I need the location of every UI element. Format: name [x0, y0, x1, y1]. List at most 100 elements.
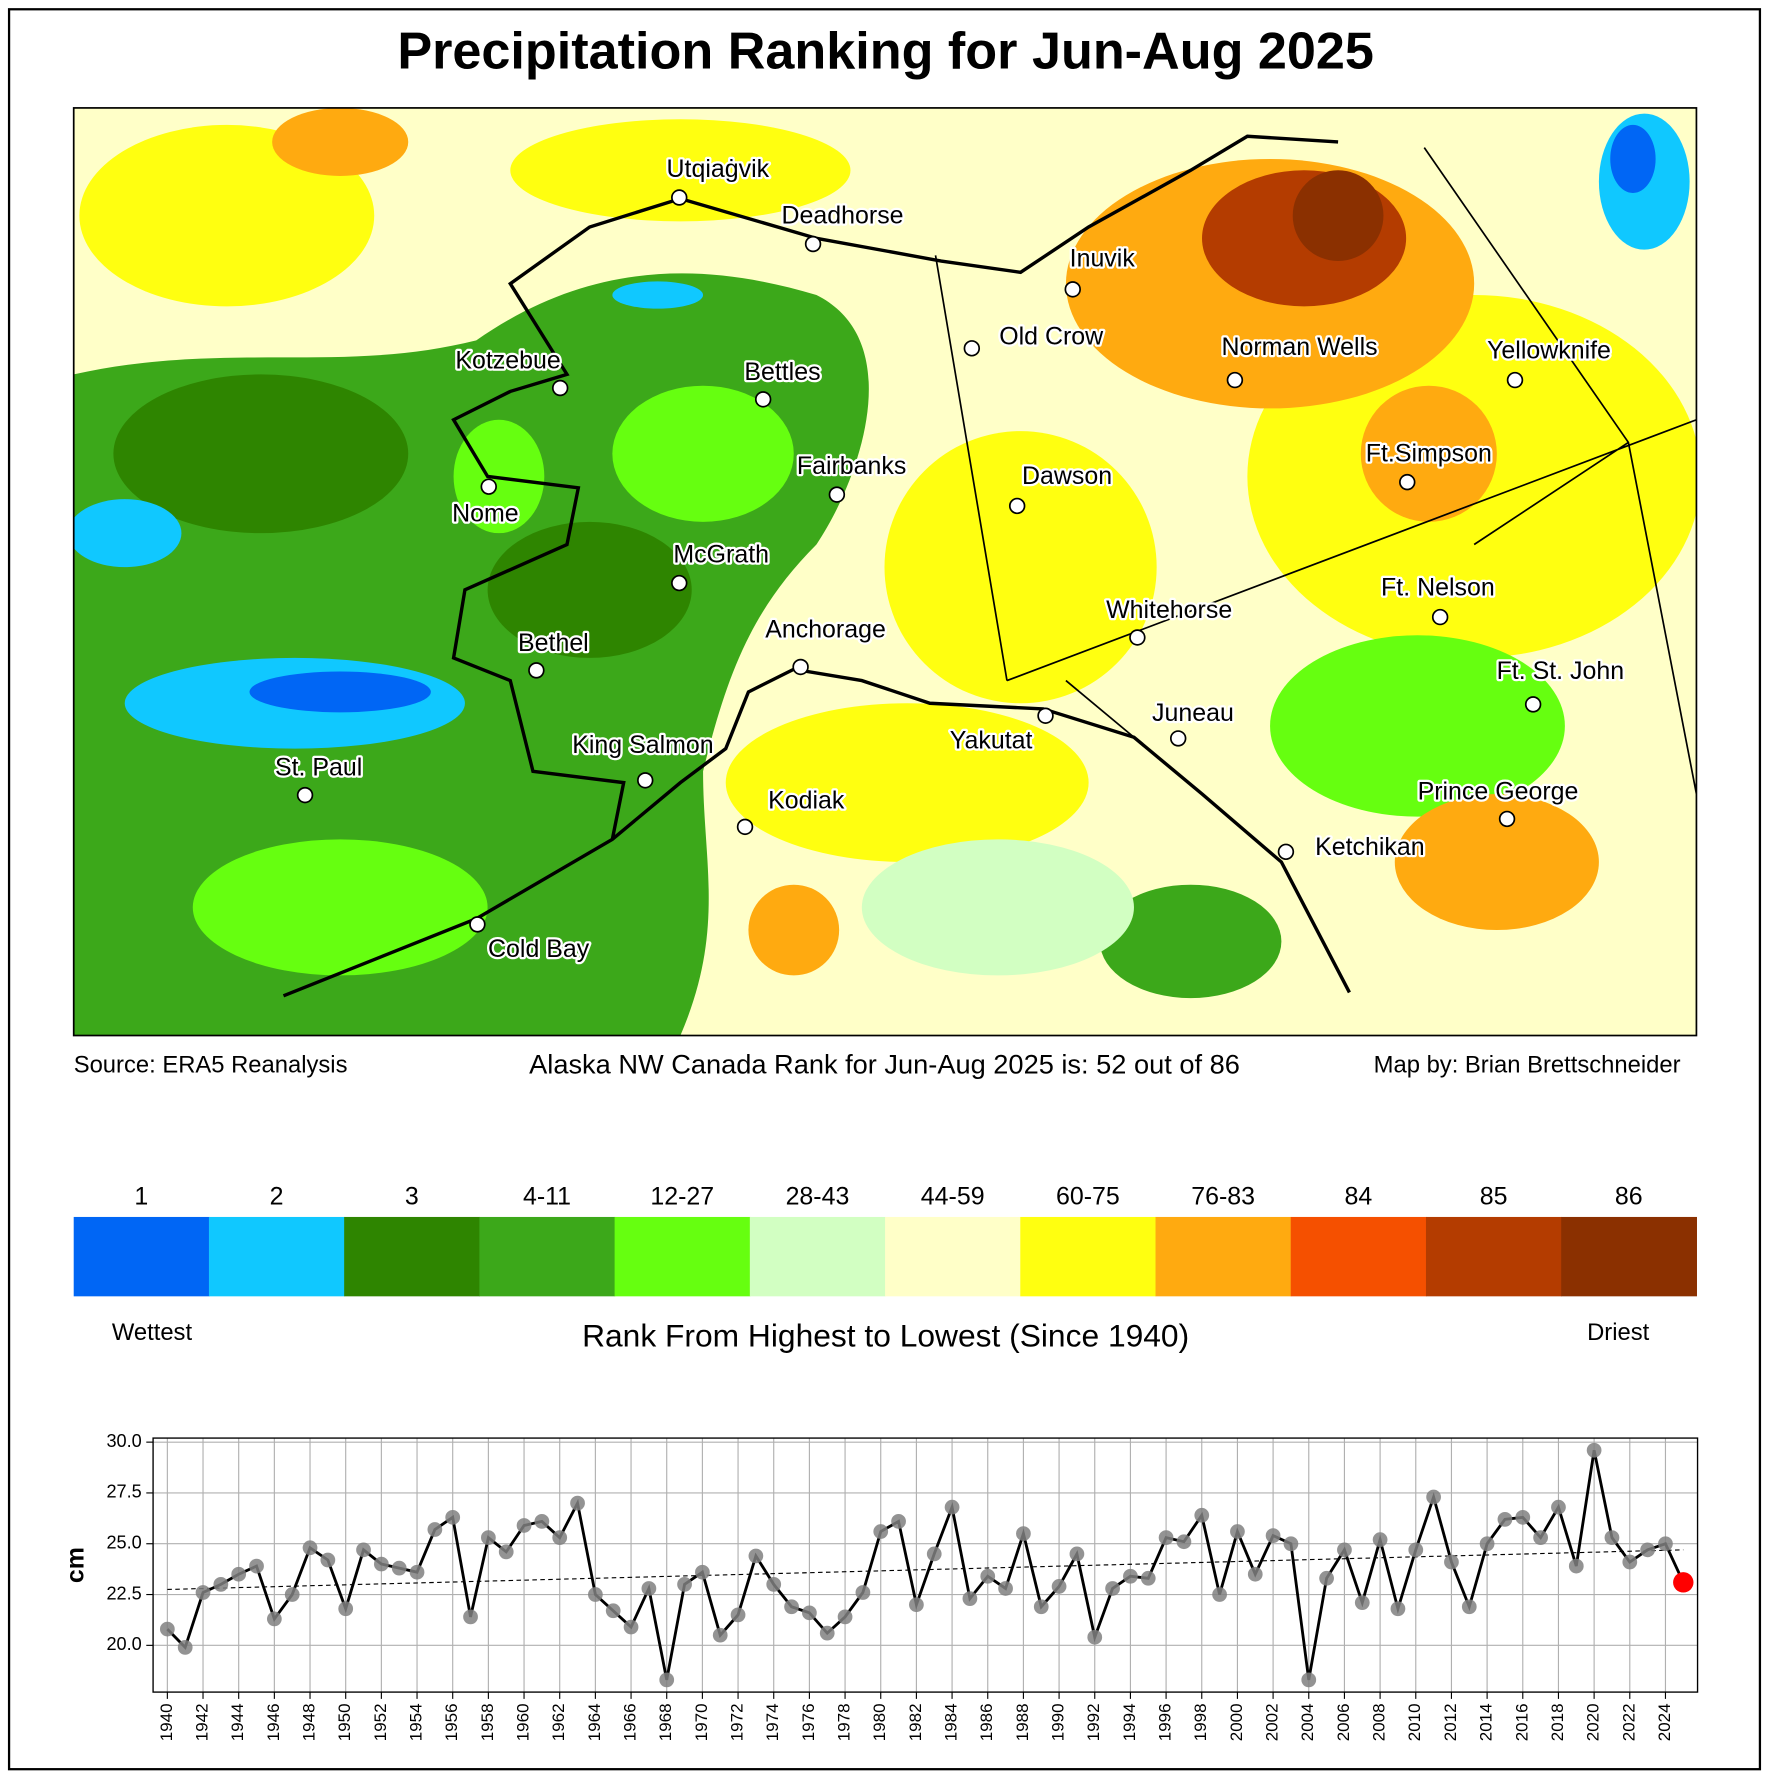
- city-dot: [637, 772, 654, 789]
- city-dot: [528, 662, 545, 679]
- city-label: Anchorage: [765, 615, 886, 643]
- data-point: [1247, 1566, 1263, 1582]
- city-dot: [1226, 371, 1244, 389]
- x-tick-label: 1978: [835, 1703, 854, 1741]
- city-label: Deadhorse: [782, 201, 904, 229]
- city-dot: [1129, 629, 1146, 646]
- city-dot: [1277, 843, 1295, 861]
- x-tick-label: 1986: [977, 1703, 996, 1741]
- legend-label: 2: [270, 1182, 284, 1210]
- data-point: [552, 1530, 568, 1546]
- credit: Map by: Brian Brettschneider: [1374, 1051, 1681, 1078]
- city-dot: [804, 235, 822, 253]
- x-tick-label: 2000: [1227, 1703, 1246, 1741]
- data-point: [320, 1552, 336, 1568]
- data-point: [213, 1577, 229, 1592]
- data-point: [944, 1499, 960, 1515]
- data-line: [166, 1449, 1685, 1681]
- data-point: [266, 1611, 282, 1627]
- city-dot: [828, 486, 846, 503]
- legend-label: 60-75: [1056, 1182, 1120, 1210]
- data-point: [1604, 1530, 1620, 1546]
- x-tick-label: 2020: [1584, 1703, 1603, 1741]
- city-dot: [963, 340, 981, 357]
- data-point: [748, 1548, 764, 1564]
- x-tick-label: 1942: [193, 1703, 212, 1741]
- legend-label: 86: [1615, 1182, 1643, 1210]
- data-point: [1087, 1629, 1103, 1645]
- data-point: [1176, 1534, 1192, 1550]
- city-label: Ketchikan: [1315, 833, 1425, 861]
- data-point: [1319, 1570, 1334, 1586]
- data-point: [926, 1546, 942, 1562]
- legend-swatch: [1155, 1216, 1292, 1297]
- legend-low-label: Wettest: [112, 1319, 193, 1346]
- data-point: [1479, 1536, 1495, 1552]
- data-point: [373, 1556, 389, 1572]
- x-tick-label: 1964: [585, 1703, 604, 1741]
- map-frame: [72, 107, 1698, 1037]
- legend-swatch: [749, 1216, 886, 1297]
- data-point: [712, 1627, 728, 1643]
- x-tick-label: 2022: [1619, 1703, 1638, 1741]
- x-tick-label: 1954: [407, 1703, 426, 1741]
- colorbar: 1 2 3 4-11 12-27 28-43 44-59 60-75 76-83 84 85 86: [73, 1182, 1697, 1297]
- data-point: [1551, 1499, 1566, 1515]
- legend-high-label: Driest: [1587, 1319, 1650, 1346]
- legend-label: 76-83: [1191, 1182, 1255, 1210]
- data-point: [588, 1587, 603, 1602]
- x-tick-label: 1946: [264, 1703, 283, 1741]
- data-point: [1461, 1599, 1477, 1615]
- city-label: Dawson: [1022, 462, 1112, 490]
- x-tick-label: 2012: [1441, 1703, 1460, 1741]
- city-label: Utqiaġvik: [667, 155, 770, 183]
- data-point: [1158, 1530, 1174, 1546]
- data-point: [1568, 1558, 1584, 1574]
- data-point: [623, 1619, 639, 1635]
- data-point: [338, 1601, 354, 1617]
- city-dot: [1008, 497, 1026, 515]
- city-label: McGrath: [673, 540, 769, 568]
- x-tick-label: 2002: [1263, 1703, 1282, 1741]
- trend-line: [167, 1549, 1684, 1591]
- city-dot: [480, 478, 497, 495]
- legend-swatch: [73, 1216, 210, 1297]
- city-label: Kotzebue: [455, 347, 560, 375]
- city-dot: [792, 658, 809, 676]
- data-point: [1140, 1570, 1156, 1586]
- city-dot: [469, 916, 486, 933]
- city-layer: Utqiaġvik Deadhorse Inuvik Old Crow Norman W…: [273, 153, 1627, 966]
- data-point: [1408, 1542, 1424, 1558]
- x-tick-label: 2008: [1370, 1703, 1389, 1741]
- x-tick-label: 1988: [1013, 1703, 1032, 1741]
- data-point: [998, 1581, 1013, 1596]
- legend-label: 85: [1480, 1182, 1508, 1210]
- legend-label: 1: [134, 1182, 148, 1210]
- x-tick-label: 2014: [1477, 1703, 1496, 1741]
- data-point: [659, 1672, 675, 1688]
- data-point: [855, 1585, 871, 1600]
- data-point: [249, 1558, 264, 1574]
- x-tick-label: 1998: [1191, 1703, 1210, 1741]
- data-point: [481, 1530, 496, 1546]
- plot-frame: [152, 1437, 1699, 1693]
- data-point: [498, 1544, 514, 1560]
- legend-swatch: [479, 1216, 616, 1297]
- city-dot: [736, 818, 754, 836]
- data-point: [1426, 1489, 1441, 1505]
- data-point: [1372, 1532, 1388, 1548]
- data-point: [1673, 1572, 1694, 1593]
- legend-label: 28-43: [786, 1182, 850, 1210]
- data-point: [1123, 1568, 1138, 1584]
- legend-swatch: [1561, 1216, 1697, 1297]
- x-tick-label: 1972: [728, 1703, 747, 1741]
- city-label: Norman Wells: [1221, 333, 1377, 361]
- data-point: [962, 1591, 978, 1606]
- data-point: [766, 1577, 782, 1592]
- city-label: St. Paul: [275, 754, 362, 782]
- city-dot: [1169, 730, 1187, 747]
- data-point: [980, 1568, 996, 1584]
- city-label: King Salmon: [572, 731, 713, 759]
- data-point: [1622, 1554, 1638, 1570]
- y-tick-label: 30.0: [106, 1431, 141, 1451]
